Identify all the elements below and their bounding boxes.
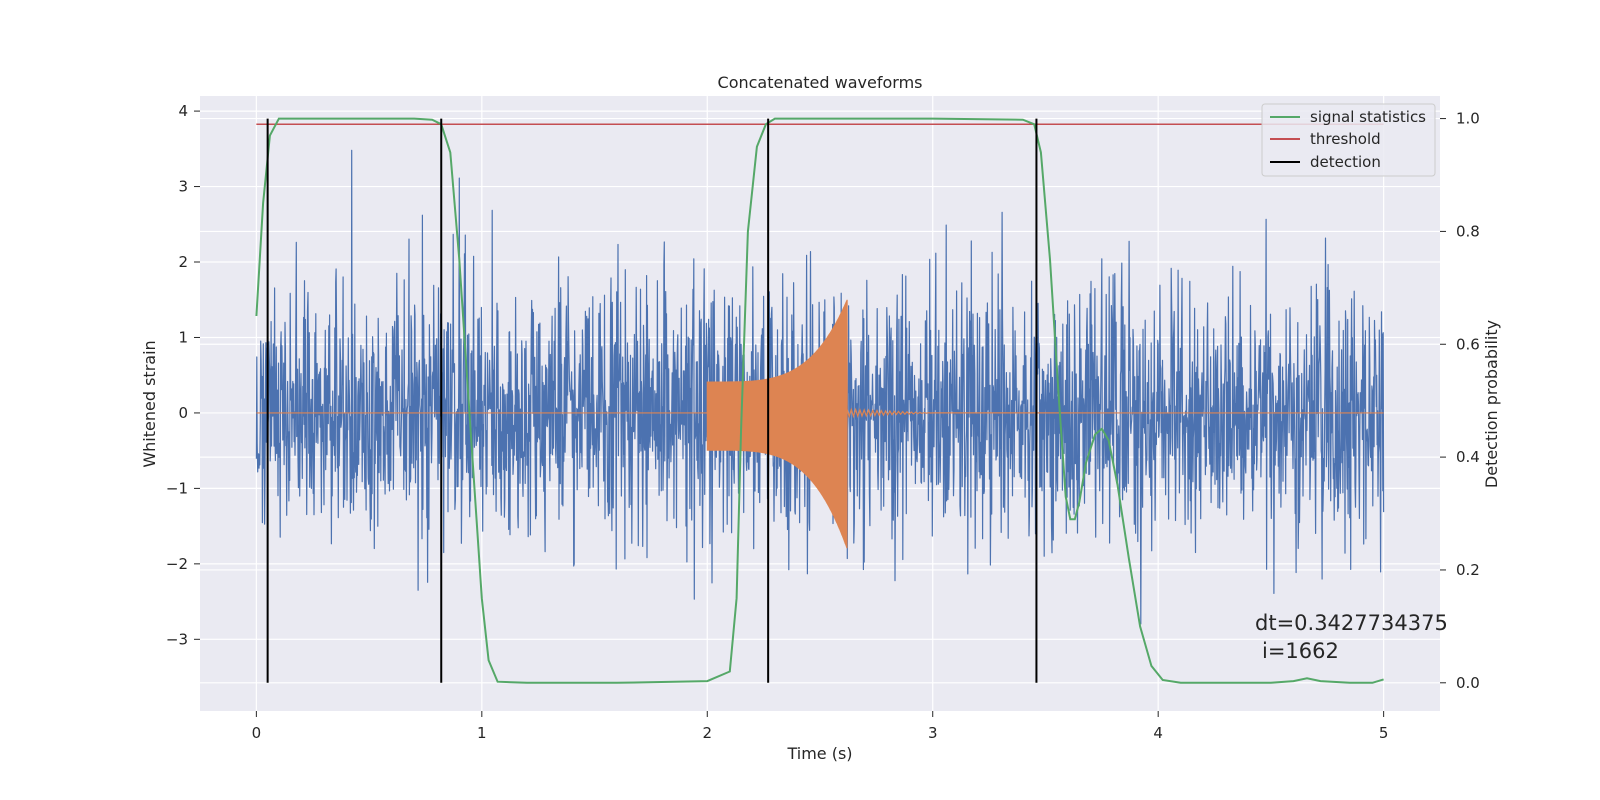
y-tick-label: 0 bbox=[178, 404, 188, 422]
y-tick-label: 2 bbox=[178, 253, 188, 271]
x-tick-label: 5 bbox=[1379, 724, 1389, 742]
injected-signal-line bbox=[256, 299, 1384, 549]
legend-label-detection: detection bbox=[1310, 153, 1381, 171]
y-tick-label: 1 bbox=[178, 328, 188, 346]
x-tick-label: 0 bbox=[252, 724, 262, 742]
x-tick-label: 2 bbox=[702, 724, 712, 742]
y2-tick-label: 0.4 bbox=[1456, 448, 1480, 466]
legend-label-threshold: threshold bbox=[1310, 130, 1381, 148]
chart-title: Concatenated waveforms bbox=[718, 73, 923, 92]
y-tick-label: −2 bbox=[166, 555, 188, 573]
y2-tick-label: 0.6 bbox=[1456, 335, 1480, 353]
annotation-dt: dt=0.3427734375 bbox=[1255, 611, 1448, 635]
annotation-index: i=1662 bbox=[1262, 639, 1339, 663]
y-axis-label: Whitened strain bbox=[140, 340, 159, 467]
y2-tick-label: 0.0 bbox=[1456, 674, 1480, 692]
y-tick-label: 4 bbox=[178, 102, 188, 120]
y2-tick-label: 1.0 bbox=[1456, 110, 1480, 128]
x-axis-label: Time (s) bbox=[786, 744, 852, 763]
legend-box bbox=[1261, 103, 1436, 177]
y2-axis-ticks: 0.0 0.2 0.4 0.6 0.8 1.0 bbox=[1440, 110, 1480, 692]
plot-marks bbox=[255, 117, 1385, 684]
y2-tick-label: 0.8 bbox=[1456, 222, 1480, 240]
x-tick-label: 4 bbox=[1153, 724, 1163, 742]
grid-lines bbox=[200, 96, 1440, 711]
y2-axis-label: Detection probability bbox=[1482, 320, 1501, 488]
x-axis-ticks: 0 1 2 3 4 5 bbox=[252, 711, 1389, 742]
y-tick-label: −3 bbox=[166, 630, 188, 648]
y-tick-label: 3 bbox=[178, 178, 188, 196]
x-tick-label: 1 bbox=[477, 724, 487, 742]
detection-lines bbox=[266, 118, 1038, 683]
legend-label-signal-statistics: signal statistics bbox=[1310, 108, 1426, 126]
x-tick-label: 3 bbox=[928, 724, 938, 742]
legend: signal statistics threshold detection bbox=[1261, 103, 1436, 177]
y2-tick-label: 0.2 bbox=[1456, 561, 1480, 579]
y-axis-ticks: −3 −2 −1 0 1 2 3 4 bbox=[166, 102, 200, 648]
y-tick-label: −1 bbox=[166, 479, 188, 497]
